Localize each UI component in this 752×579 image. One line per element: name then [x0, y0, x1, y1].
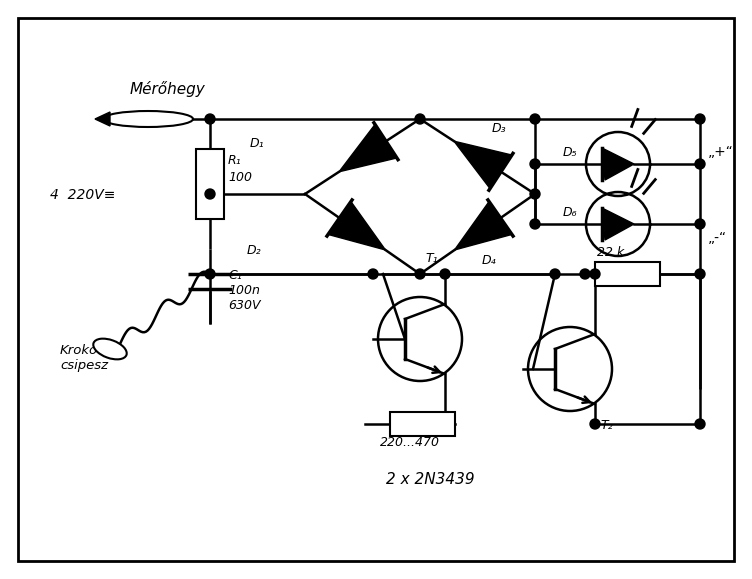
- Text: Krokodil-
csipesz: Krokodil- csipesz: [60, 344, 119, 372]
- Circle shape: [530, 159, 540, 169]
- Text: 630V: 630V: [228, 299, 260, 312]
- Circle shape: [530, 114, 540, 124]
- Circle shape: [205, 114, 215, 124]
- Circle shape: [368, 269, 378, 279]
- Polygon shape: [339, 124, 397, 172]
- Ellipse shape: [103, 111, 193, 127]
- Text: „+“: „+“: [708, 145, 734, 159]
- Circle shape: [530, 219, 540, 229]
- Text: D₃: D₃: [492, 122, 507, 135]
- Text: 2 x 2N3439: 2 x 2N3439: [386, 472, 475, 487]
- Text: D₅: D₅: [563, 146, 578, 159]
- Polygon shape: [454, 141, 512, 189]
- Circle shape: [440, 269, 450, 279]
- Polygon shape: [328, 201, 386, 250]
- Bar: [595, 262, 660, 286]
- Text: T₁: T₁: [425, 252, 438, 265]
- Circle shape: [590, 419, 600, 429]
- Text: T₂: T₂: [600, 419, 613, 432]
- Text: C₁: C₁: [228, 269, 241, 282]
- Text: 220...470: 220...470: [380, 436, 440, 449]
- Bar: [196, 149, 224, 219]
- Circle shape: [695, 419, 705, 429]
- Text: 22 k: 22 k: [597, 246, 624, 259]
- Text: 4  220V≡: 4 220V≡: [50, 188, 115, 202]
- Circle shape: [205, 269, 215, 279]
- Circle shape: [695, 159, 705, 169]
- Text: D₂: D₂: [247, 244, 262, 257]
- Circle shape: [205, 189, 215, 199]
- Bar: [390, 412, 455, 436]
- Polygon shape: [602, 208, 634, 240]
- Circle shape: [580, 269, 590, 279]
- Circle shape: [415, 269, 425, 279]
- Circle shape: [415, 114, 425, 124]
- Circle shape: [695, 269, 705, 279]
- Text: Mérőhegy: Mérőhegy: [130, 81, 206, 97]
- Text: 100: 100: [228, 171, 252, 184]
- Text: „-“: „-“: [708, 231, 727, 245]
- Circle shape: [530, 189, 540, 199]
- Polygon shape: [454, 201, 512, 250]
- Circle shape: [695, 219, 705, 229]
- Circle shape: [590, 269, 600, 279]
- Text: D₄: D₄: [482, 254, 496, 267]
- Text: D₆: D₆: [563, 206, 578, 219]
- Circle shape: [695, 114, 705, 124]
- Text: R₁: R₁: [228, 154, 241, 167]
- Text: D₁: D₁: [250, 137, 265, 150]
- Circle shape: [550, 269, 560, 279]
- Ellipse shape: [93, 339, 127, 360]
- Polygon shape: [602, 148, 634, 180]
- Polygon shape: [95, 112, 110, 126]
- Text: 100n: 100n: [228, 284, 260, 297]
